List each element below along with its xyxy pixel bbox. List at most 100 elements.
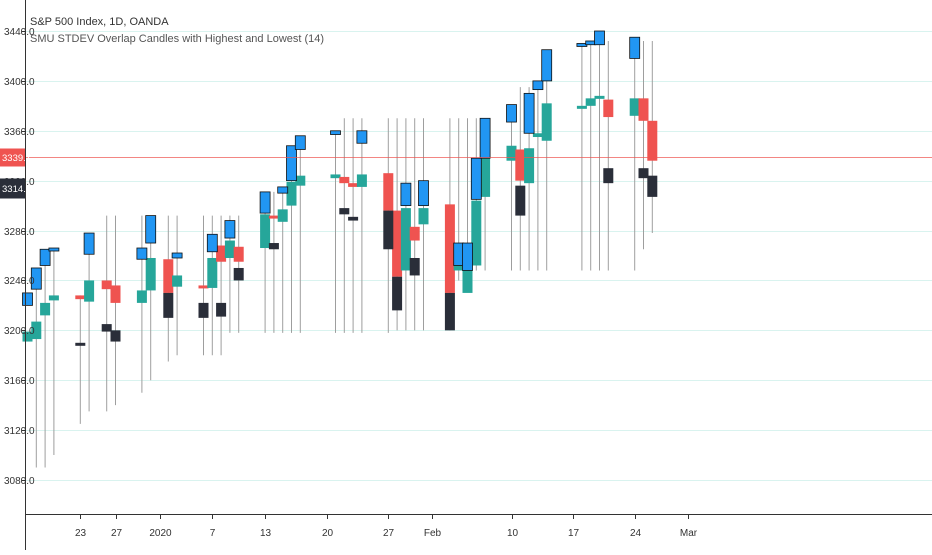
lowest-box: [75, 342, 86, 346]
highest-box: [356, 130, 368, 144]
candle-body: [260, 214, 271, 249]
crosshair-marker-label: 3314.0: [2, 184, 31, 195]
y-tick-label: 3160.0: [4, 376, 35, 387]
price-marker-label: 3339.1: [2, 153, 31, 164]
highest-box: [330, 130, 341, 135]
lowest-box: [348, 216, 359, 221]
candle-body: [163, 259, 174, 293]
x-tick-label: 24: [630, 528, 642, 539]
lowest-box: [647, 175, 658, 197]
candle-body: [330, 174, 341, 179]
candle-body: [541, 103, 552, 141]
candle-body: [480, 158, 491, 197]
candle-body: [172, 275, 183, 287]
x-tick-label: Mar: [680, 528, 698, 539]
highest-box: [532, 80, 544, 91]
x-tick-label: 2020: [149, 528, 172, 539]
candle-body: [348, 183, 359, 187]
y-tick-label: 3240.0: [4, 276, 35, 287]
y-tick-label: 3120.0: [4, 426, 35, 437]
highest-box: [418, 180, 429, 207]
y-tick-label: 3440.0: [4, 27, 35, 38]
candle-body: [40, 302, 51, 316]
lowest-box: [101, 324, 112, 332]
x-tick-label: 17: [568, 528, 580, 539]
highest-box: [206, 233, 218, 253]
candle-body: [136, 290, 147, 303]
candle-body: [444, 204, 455, 293]
candle-body: [515, 149, 526, 181]
chart-legend: S&P 500 Index, 1D, OANDA SMU STDEV Overl…: [30, 14, 324, 48]
y-tick-label: 3200.0: [4, 326, 35, 337]
candle-body: [84, 280, 95, 302]
candle-body: [576, 105, 587, 109]
x-axis-ticks: 23 27 2020 7 13 20 27 Feb 10 17 24 Mar: [75, 515, 698, 539]
y-tick-label: 3360.0: [4, 127, 35, 138]
lowest-box: [198, 302, 209, 318]
candle-body: [532, 133, 543, 138]
wick-layer: [35, 31, 653, 468]
x-tick-label: Feb: [424, 528, 442, 539]
highest-box: [136, 247, 148, 260]
highest-box: [259, 191, 271, 214]
candle-body: [471, 200, 482, 266]
lowest-box: [163, 292, 174, 318]
candle-body: [594, 95, 605, 99]
candle-body: [418, 208, 429, 225]
candle-body: [524, 148, 535, 184]
candle-body: [392, 210, 403, 277]
highest-box: [39, 248, 51, 266]
highest-box: [224, 220, 236, 239]
candle-body: [629, 98, 640, 116]
highest-box: [462, 242, 473, 271]
candle-body: [585, 98, 596, 106]
candle-layer: [22, 95, 658, 342]
highest-box: [286, 145, 297, 182]
candle-body: [409, 226, 420, 241]
x-tick-label: 20: [322, 528, 334, 539]
highest-box: [506, 104, 517, 123]
axis-markers: 3339.1 3314.0: [0, 148, 31, 199]
candle-body: [603, 99, 614, 118]
candle-body: [383, 173, 394, 211]
indicator-label[interactable]: SMU STDEV Overlap Candles with Highest a…: [30, 33, 325, 45]
crosshair-marker-box: [0, 178, 25, 199]
candle-body: [356, 174, 367, 187]
x-tick-label: 23: [75, 528, 87, 539]
x-tick-label: 27: [383, 528, 395, 539]
highest-box: [145, 215, 157, 244]
highest-box: [594, 30, 605, 46]
candle-body: [339, 176, 350, 184]
highest-box: [277, 186, 289, 194]
highest-box: [629, 36, 641, 59]
extreme-box-layer: [22, 30, 658, 346]
candle-body: [110, 285, 121, 303]
highest-box: [400, 182, 412, 207]
x-tick-label: 7: [210, 528, 216, 539]
lowest-box: [603, 168, 614, 184]
candle-body: [145, 257, 156, 291]
highest-box: [30, 267, 42, 290]
lowest-box: [444, 292, 455, 331]
lowest-box: [515, 185, 526, 216]
candle-body: [207, 257, 218, 288]
y-tick-label: 3280.0: [4, 227, 35, 238]
candle-body: [216, 245, 227, 262]
lowest-box: [339, 208, 350, 215]
y-tick-label: 3080.0: [4, 476, 35, 487]
candle-body: [198, 285, 209, 289]
x-tick-label: 10: [507, 528, 519, 539]
symbol-title[interactable]: S&P 500 Index, 1D, OANDA: [30, 16, 169, 28]
lowest-box: [638, 168, 649, 179]
candle-body: [233, 246, 244, 262]
candle-body: [277, 209, 288, 222]
y-axis-ticks: 3080.03120.03160.03200.03240.03280.03320…: [4, 27, 35, 487]
lowest-box: [216, 302, 227, 317]
candle-body: [75, 295, 86, 300]
candle-body: [638, 98, 649, 121]
lowest-box: [383, 210, 394, 250]
price-marker-box: [0, 148, 25, 167]
x-tick-label: 27: [111, 528, 123, 539]
